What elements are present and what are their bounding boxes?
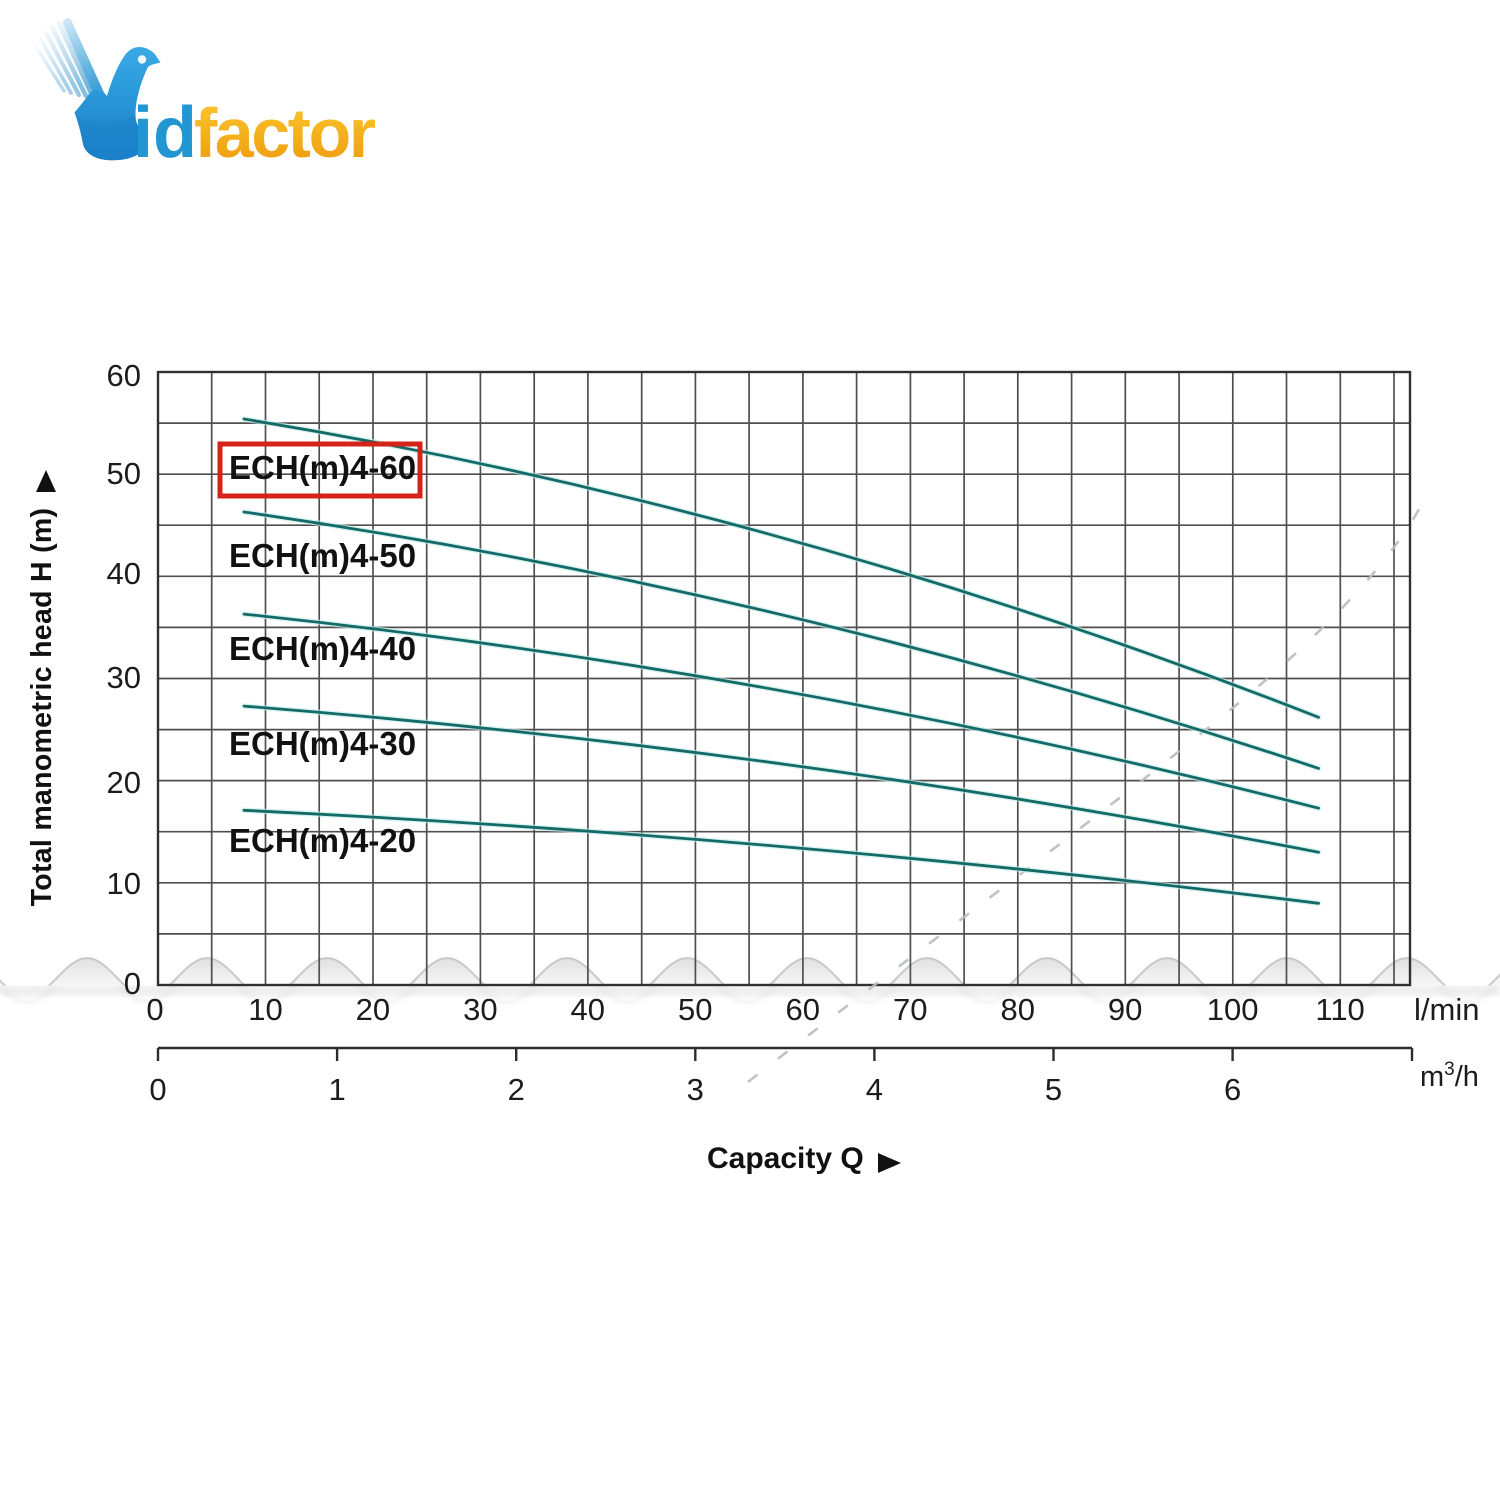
svg-text:0: 0 — [124, 966, 141, 1001]
svg-text:0: 0 — [149, 1072, 166, 1107]
svg-text:80: 80 — [1000, 992, 1034, 1027]
svg-text:90: 90 — [1108, 992, 1142, 1027]
svg-text:ECH(m)4-50: ECH(m)4-50 — [229, 537, 416, 574]
svg-text:30: 30 — [463, 992, 497, 1027]
svg-text:6: 6 — [1224, 1072, 1241, 1107]
svg-text:ECH(m)4-40: ECH(m)4-40 — [229, 630, 416, 667]
svg-text:factor: factor — [194, 94, 376, 172]
svg-text:1: 1 — [328, 1072, 345, 1107]
svg-text:10: 10 — [107, 866, 141, 901]
svg-text:110: 110 — [1315, 992, 1364, 1027]
svg-text:ECH(m)4-30: ECH(m)4-30 — [229, 725, 416, 762]
svg-text:40: 40 — [571, 992, 605, 1027]
svg-text:10: 10 — [248, 992, 282, 1027]
svg-text:id: id — [133, 93, 197, 173]
svg-text:5: 5 — [1045, 1072, 1062, 1107]
svg-text:50: 50 — [107, 456, 141, 491]
svg-text:20: 20 — [356, 992, 390, 1027]
svg-text:30: 30 — [107, 660, 141, 695]
svg-text:3: 3 — [687, 1072, 704, 1107]
svg-text:ECH(m)4-20: ECH(m)4-20 — [229, 822, 416, 859]
svg-text:50: 50 — [678, 992, 712, 1027]
svg-text:Total manometric head H (m): Total manometric head H (m) — [26, 508, 58, 907]
svg-text:2: 2 — [508, 1072, 525, 1107]
svg-text:40: 40 — [107, 556, 141, 591]
svg-text:60: 60 — [107, 358, 141, 393]
svg-text:4: 4 — [866, 1072, 883, 1107]
svg-text:ECH(m)4-60: ECH(m)4-60 — [229, 449, 416, 486]
svg-text:100: 100 — [1207, 992, 1259, 1027]
svg-text:0: 0 — [146, 992, 163, 1027]
svg-text:l/min: l/min — [1414, 992, 1479, 1027]
svg-text:60: 60 — [786, 992, 820, 1027]
svg-text:70: 70 — [893, 992, 927, 1027]
svg-text:20: 20 — [107, 765, 141, 800]
svg-text:Capacity Q: Capacity Q — [707, 1142, 864, 1175]
